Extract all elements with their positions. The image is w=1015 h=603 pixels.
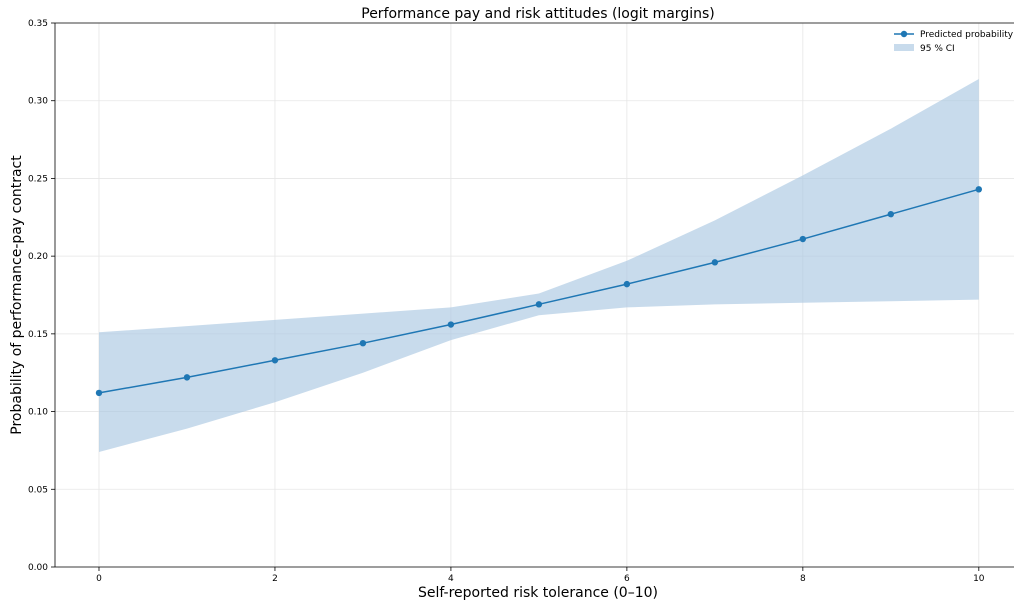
x-tick-label: 2 <box>272 574 278 584</box>
legend-label-predicted: Predicted probability <box>920 30 1014 40</box>
x-axis-title: Self-reported risk tolerance (0–10) <box>418 585 658 601</box>
x-tick-label: 6 <box>624 574 630 584</box>
data-point <box>623 280 631 288</box>
ci-band-layer <box>98 78 979 452</box>
ci-band <box>98 78 979 452</box>
y-tick-label: 0.10 <box>28 408 48 418</box>
legend-label-ci: 95 % CI <box>920 44 955 54</box>
y-tick-label: 0.35 <box>28 19 48 29</box>
data-point <box>359 339 367 347</box>
x-tick-label: 8 <box>800 574 806 584</box>
legend: Predicted probability 95 % CI <box>894 30 1014 54</box>
y-tick-label: 0.20 <box>28 252 48 262</box>
x-tick-label: 0 <box>96 574 102 584</box>
data-point <box>799 235 807 243</box>
chart-title: Performance pay and risk attitudes (logi… <box>361 6 714 22</box>
y-tick-label: 0.30 <box>28 97 48 107</box>
data-point <box>711 259 719 266</box>
y-tick-label: 0.15 <box>28 330 48 340</box>
y-axis-title: Probability of performance-pay contract <box>9 155 25 435</box>
legend-band-swatch <box>894 44 914 51</box>
y-tick-label: 0.00 <box>28 563 48 573</box>
legend-marker-swatch <box>900 30 908 38</box>
data-point <box>183 374 191 381</box>
data-point <box>535 301 543 308</box>
data-point <box>975 186 983 193</box>
data-point <box>271 357 279 364</box>
y-tick-label: 0.25 <box>28 174 48 184</box>
series-layer <box>95 186 983 397</box>
data-point <box>887 210 895 218</box>
x-tick-label: 4 <box>448 574 454 584</box>
data-point <box>95 389 103 397</box>
data-point <box>447 321 455 328</box>
y-tick-label: 0.05 <box>28 485 48 495</box>
x-tick-label: 10 <box>973 574 985 584</box>
axes: 0 2 4 6 8 10 0.00 0.05 0.10 0.15 0.20 0.25 0.30 0.35 <box>28 19 1014 584</box>
